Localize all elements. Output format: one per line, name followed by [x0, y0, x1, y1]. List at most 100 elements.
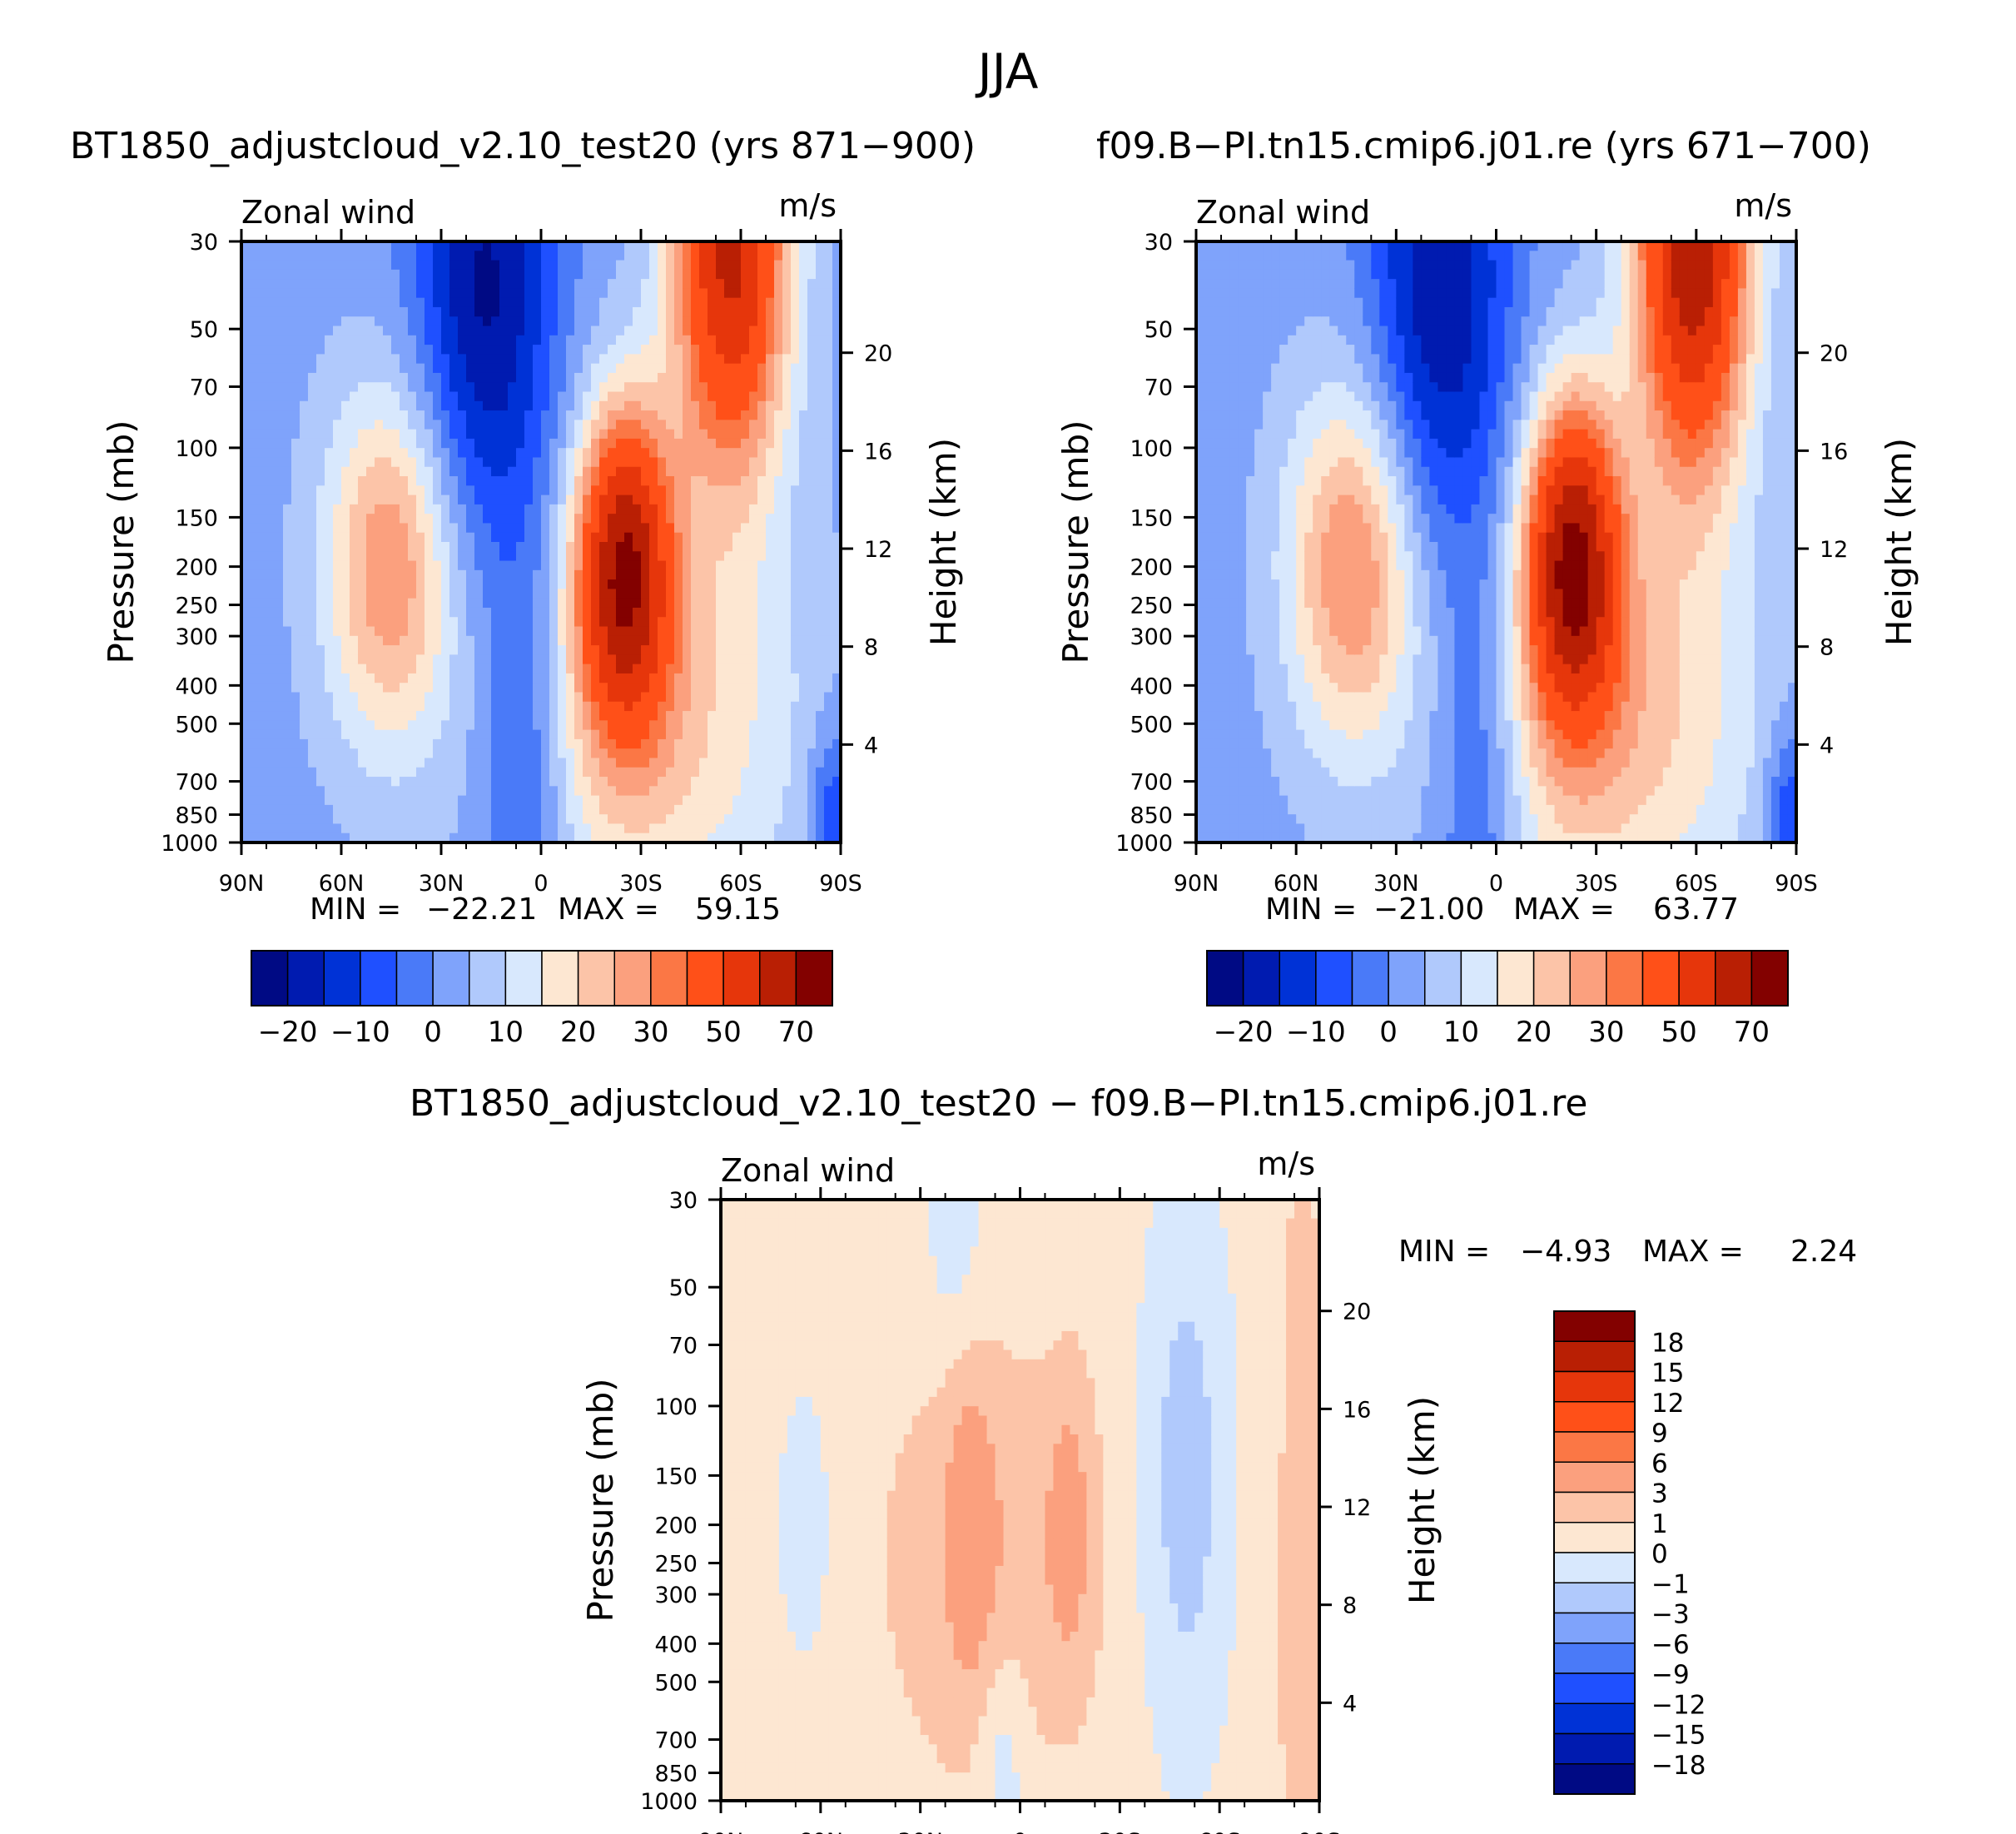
field-cell	[316, 569, 325, 580]
field-cell	[816, 738, 825, 749]
field-cell	[574, 607, 583, 618]
field-cell	[799, 814, 808, 825]
field-cell	[508, 814, 517, 825]
y-tick-label: 100	[175, 436, 218, 462]
field-cell	[558, 514, 567, 524]
field-cell	[732, 607, 742, 618]
field-cell	[699, 711, 708, 721]
field-cell	[782, 260, 792, 271]
field-cell	[341, 729, 350, 740]
field-cell	[258, 748, 267, 759]
field-cell	[666, 673, 675, 683]
field-cell	[275, 777, 284, 787]
field-cell	[816, 664, 825, 674]
field-cell	[683, 664, 692, 674]
field-cell	[508, 767, 517, 778]
field-cell	[599, 504, 608, 514]
field-cell	[591, 758, 600, 768]
field-cell	[599, 485, 608, 496]
field-cell	[757, 326, 767, 336]
field-cell	[533, 579, 542, 590]
field-cell	[1204, 504, 1214, 514]
field-cell	[1204, 345, 1214, 355]
field-cell	[591, 738, 600, 749]
field-cell	[416, 326, 425, 336]
field-cell	[691, 673, 700, 683]
field-cell	[466, 476, 475, 486]
field-cell	[716, 382, 725, 393]
field-cell	[766, 607, 775, 618]
field-cell	[308, 532, 317, 543]
field-cell	[699, 400, 708, 411]
field-cell	[474, 823, 484, 834]
field-cell	[766, 758, 775, 768]
field-cell	[807, 551, 817, 562]
field-cell	[275, 288, 284, 299]
field-cell	[416, 654, 425, 665]
field-cell	[583, 400, 592, 411]
field-cell	[641, 729, 650, 740]
field-cell	[583, 711, 592, 721]
field-cell	[757, 241, 767, 251]
field-cell	[416, 748, 425, 759]
field-cell	[824, 701, 833, 712]
field-cell	[375, 617, 384, 628]
field-cell	[358, 260, 367, 271]
field-cell	[316, 720, 325, 731]
field-cell	[291, 711, 300, 721]
field-cell	[708, 711, 717, 721]
panel2-field	[1196, 241, 1796, 842]
field-cell	[425, 363, 434, 374]
field-cell	[583, 429, 592, 440]
field-cell	[491, 269, 500, 280]
field-cell	[566, 354, 575, 365]
field-cell	[641, 485, 650, 496]
field-cell	[624, 673, 633, 683]
field-cell	[807, 532, 817, 543]
field-cell	[541, 354, 550, 365]
field-cell	[449, 551, 459, 562]
field-cell	[583, 729, 592, 740]
field-cell	[291, 654, 300, 665]
field-cell	[691, 382, 700, 393]
field-cell	[724, 372, 733, 383]
field-cell	[250, 372, 259, 383]
field-cell	[616, 635, 625, 646]
field-cell	[558, 560, 567, 571]
field-cell	[583, 607, 592, 618]
field-cell	[533, 382, 542, 393]
field-cell	[425, 814, 434, 825]
field-cell	[749, 316, 758, 327]
field-cell	[250, 701, 259, 712]
field-cell	[425, 711, 434, 721]
field-cell	[499, 476, 509, 486]
field-cell	[766, 354, 775, 365]
field-cell	[832, 485, 841, 496]
field-cell	[425, 542, 434, 552]
field-cell	[383, 306, 392, 317]
field-cell	[799, 729, 808, 740]
field-cell	[566, 635, 575, 646]
field-cell	[241, 420, 251, 430]
field-cell	[350, 551, 359, 562]
field-cell	[533, 617, 542, 628]
field-cell	[241, 410, 251, 420]
field-cell	[358, 316, 367, 327]
field-cell	[691, 551, 700, 562]
field-cell	[699, 410, 708, 420]
field-cell	[624, 569, 633, 580]
field-cell	[608, 814, 617, 825]
field-cell	[300, 410, 309, 420]
field-cell	[708, 692, 717, 703]
field-cell	[300, 635, 309, 646]
field-cell	[816, 495, 825, 505]
field-cell	[325, 382, 334, 393]
field-cell	[383, 729, 392, 740]
field-cell	[599, 711, 608, 721]
field-cell	[458, 569, 467, 580]
field-cell	[516, 635, 525, 646]
field-cell	[1204, 335, 1214, 345]
field-cell	[641, 645, 650, 655]
field-cell	[549, 504, 559, 514]
field-cell	[266, 438, 276, 449]
